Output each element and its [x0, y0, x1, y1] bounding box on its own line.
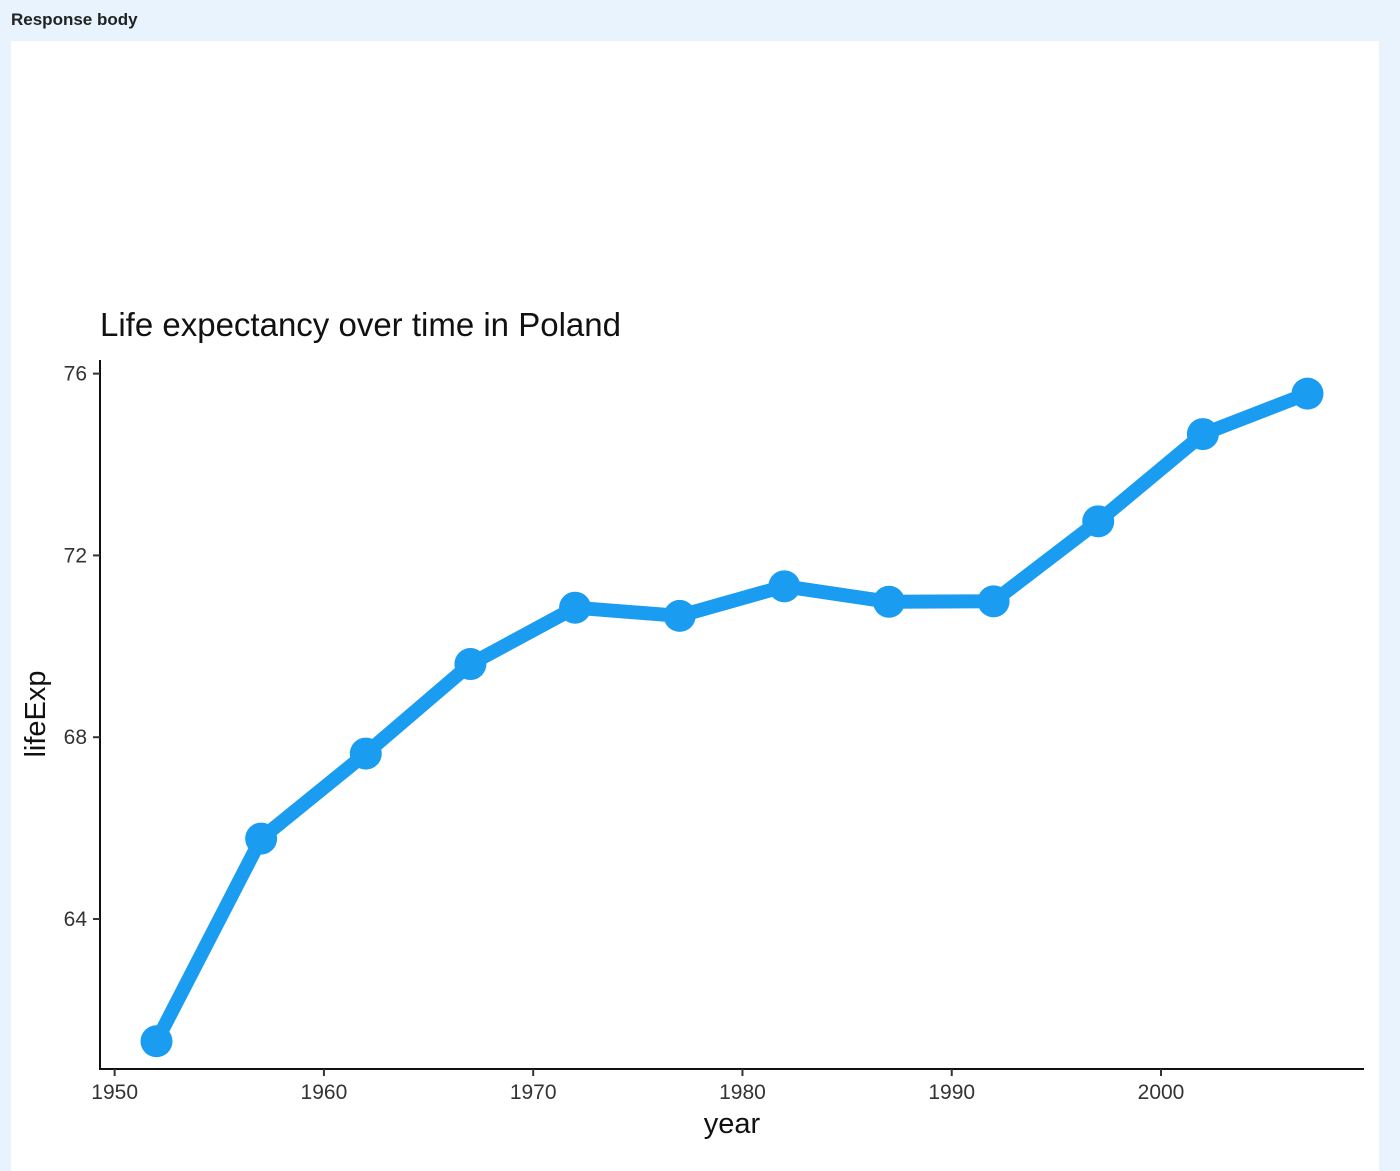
response-body-panel: Life expectancy over time in Poland 64 68… [11, 41, 1379, 1171]
x-tick-label: 1970 [510, 1081, 557, 1104]
chart-title: Life expectancy over time in Poland [100, 306, 621, 343]
life-expectancy-chart: Life expectancy over time in Poland 64 68… [20, 306, 1364, 1140]
y-axis-title: lifeExp [20, 670, 52, 757]
x-tick-label: 1990 [928, 1081, 975, 1104]
data-point [1082, 505, 1115, 538]
data-point [872, 585, 905, 618]
data-point [140, 1025, 173, 1058]
x-tick-label: 2000 [1138, 1081, 1185, 1104]
response-body-label: Response body [11, 10, 138, 29]
data-point [349, 737, 382, 770]
lifeexp-points [140, 377, 1324, 1058]
y-tick-label: 72 [64, 544, 87, 567]
data-point [768, 570, 801, 603]
x-axis-ticks: 1950 1960 1970 1980 1990 2000 [91, 1069, 1184, 1104]
data-point [454, 648, 487, 681]
data-point [663, 599, 696, 632]
data-point [559, 591, 592, 624]
y-tick-label: 68 [64, 726, 87, 749]
data-point [1186, 418, 1219, 451]
x-tick-label: 1960 [301, 1081, 348, 1104]
y-tick-label: 76 [64, 363, 87, 386]
x-axis-title: year [704, 1108, 761, 1140]
x-tick-label: 1950 [91, 1081, 138, 1104]
y-tick-label: 64 [64, 908, 88, 931]
y-axis-ticks: 64 68 72 76 [64, 363, 100, 931]
data-point [245, 822, 278, 855]
data-point [1291, 377, 1324, 410]
x-tick-label: 1980 [719, 1081, 766, 1104]
lifeexp-line [149, 386, 1315, 1049]
data-point [977, 585, 1010, 618]
